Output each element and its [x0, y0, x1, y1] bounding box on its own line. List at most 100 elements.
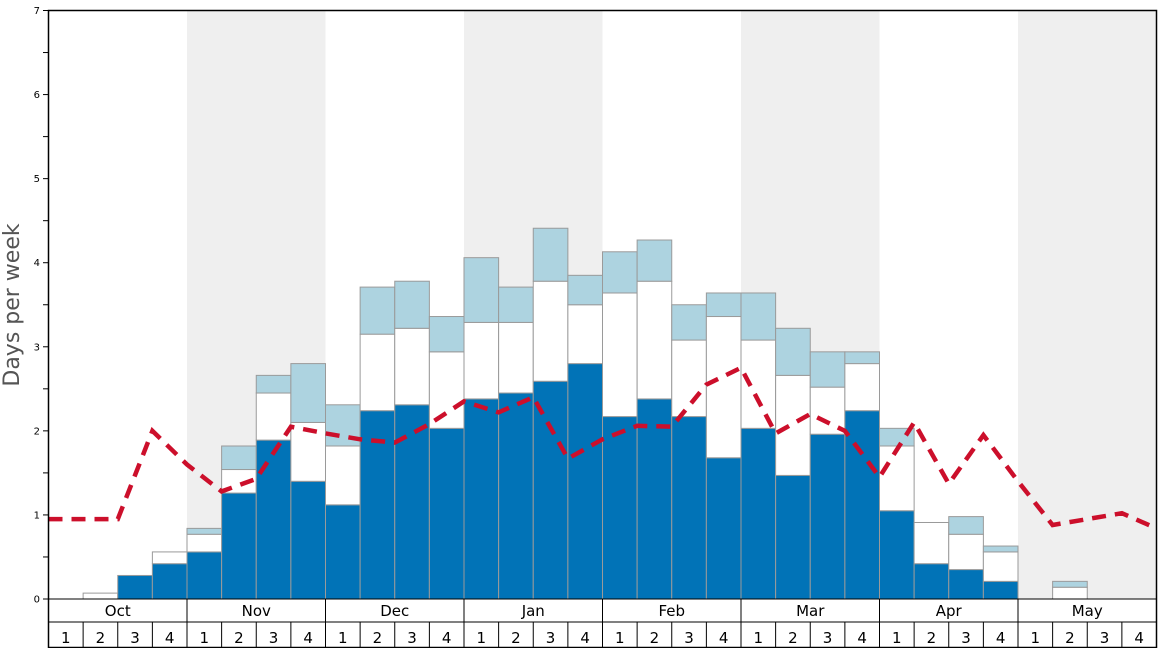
- bar-segment: [1052, 586, 1088, 600]
- y-tick-label: 6: [34, 90, 40, 101]
- y-tick-label: 2: [34, 426, 40, 437]
- bar-segment: [740, 292, 777, 341]
- bar-segment: [532, 280, 569, 382]
- week-label: 4: [1134, 629, 1144, 647]
- bar-segment: [186, 527, 223, 535]
- y-tick-label: 4: [34, 258, 40, 269]
- y-axis-label: Days per week: [0, 223, 25, 386]
- bar-segment: [463, 257, 500, 323]
- month-label: Dec: [380, 602, 409, 620]
- month-label: Oct: [105, 602, 131, 620]
- bar-segment: [775, 327, 811, 376]
- bar-segment: [671, 304, 707, 341]
- stacked-bars: [82, 227, 1088, 600]
- bar-segment: [498, 392, 534, 600]
- bar-segment: [325, 504, 361, 600]
- bar-segment: [221, 492, 257, 600]
- week-label: 1: [338, 629, 348, 647]
- bar-segment: [394, 280, 430, 329]
- bar-segment: [671, 416, 707, 600]
- week-label: 1: [892, 629, 902, 647]
- bar-segment: [775, 474, 811, 600]
- bar-segment: [359, 286, 396, 335]
- week-label: 3: [823, 629, 833, 647]
- bar-segment: [359, 333, 396, 412]
- bar-segment: [705, 457, 742, 600]
- week-label: 4: [857, 629, 867, 647]
- y-tick-label: 3: [34, 342, 40, 353]
- month-label: Mar: [796, 602, 825, 620]
- bar-segment: [636, 398, 673, 600]
- bar-segment: [636, 280, 673, 400]
- bar-segment: [809, 433, 846, 600]
- average-line: [48, 364, 1158, 531]
- y-tick-label: 0: [34, 595, 40, 606]
- week-label: 1: [754, 629, 764, 647]
- bar-segment: [325, 445, 361, 506]
- bar-segment: [532, 227, 569, 282]
- month-label: Nov: [242, 602, 271, 620]
- bar-segment: [948, 533, 984, 571]
- bar-segment: [151, 551, 188, 565]
- bar-segment: [705, 292, 742, 318]
- week-label: 3: [546, 629, 556, 647]
- bar-segment: [636, 239, 673, 282]
- bar-segment: [740, 427, 777, 600]
- bar-segment: [844, 410, 880, 600]
- bar-segment: [567, 363, 603, 600]
- bar-segment: [913, 563, 950, 600]
- week-label: 4: [442, 629, 452, 647]
- bar-segment: [463, 398, 500, 600]
- bar-segment: [602, 251, 638, 294]
- y-tick-label: 5: [34, 174, 40, 185]
- bar-segment: [151, 563, 188, 600]
- bar-segment: [290, 480, 326, 600]
- bar-segment: [879, 510, 915, 600]
- bar-segment: [1052, 580, 1088, 588]
- bar-segment: [428, 316, 465, 353]
- bar-segment: [498, 286, 534, 323]
- week-label: 4: [303, 629, 313, 647]
- week-label: 2: [1065, 629, 1075, 647]
- bar-segment: [428, 427, 465, 600]
- week-label: 2: [927, 629, 937, 647]
- bar-segment: [705, 316, 742, 459]
- week-label: 1: [61, 629, 71, 647]
- bar-segment: [255, 374, 292, 394]
- week-label: 3: [684, 629, 694, 647]
- bar-segment: [982, 545, 1019, 553]
- bar-segment: [602, 292, 638, 418]
- week-label: 3: [1100, 629, 1110, 647]
- bar-segment: [428, 351, 465, 429]
- bar-segment: [186, 533, 223, 553]
- bar-segment: [498, 321, 534, 394]
- bar-segment: [290, 363, 326, 423]
- y-axis: 0 1 2 3 4 5 6 7: [34, 6, 48, 606]
- week-label: 3: [269, 629, 279, 647]
- bar-segment: [567, 274, 603, 306]
- week-label: 4: [719, 629, 729, 647]
- bar-segment: [982, 551, 1019, 582]
- bar-segment: [740, 339, 777, 429]
- week-label: 2: [234, 629, 244, 647]
- week-label: 3: [407, 629, 417, 647]
- y-tick-label: 1: [34, 510, 40, 521]
- bar-segment: [255, 439, 292, 600]
- week-label: 3: [130, 629, 140, 647]
- bar-segment: [186, 551, 223, 600]
- bar-segment: [879, 445, 915, 512]
- week-label: 2: [511, 629, 521, 647]
- bar-segment: [394, 404, 430, 600]
- bar-segment: [117, 574, 153, 600]
- week-label: 3: [961, 629, 971, 647]
- bar-segment: [982, 580, 1019, 600]
- bar-segment: [602, 416, 638, 600]
- bar-segment: [463, 321, 500, 400]
- week-label: 1: [200, 629, 210, 647]
- week-label: 1: [477, 629, 487, 647]
- bar-segment: [221, 445, 257, 471]
- bar-segment: [948, 569, 984, 600]
- bar-segment: [844, 351, 880, 365]
- bar-segment: [567, 304, 603, 365]
